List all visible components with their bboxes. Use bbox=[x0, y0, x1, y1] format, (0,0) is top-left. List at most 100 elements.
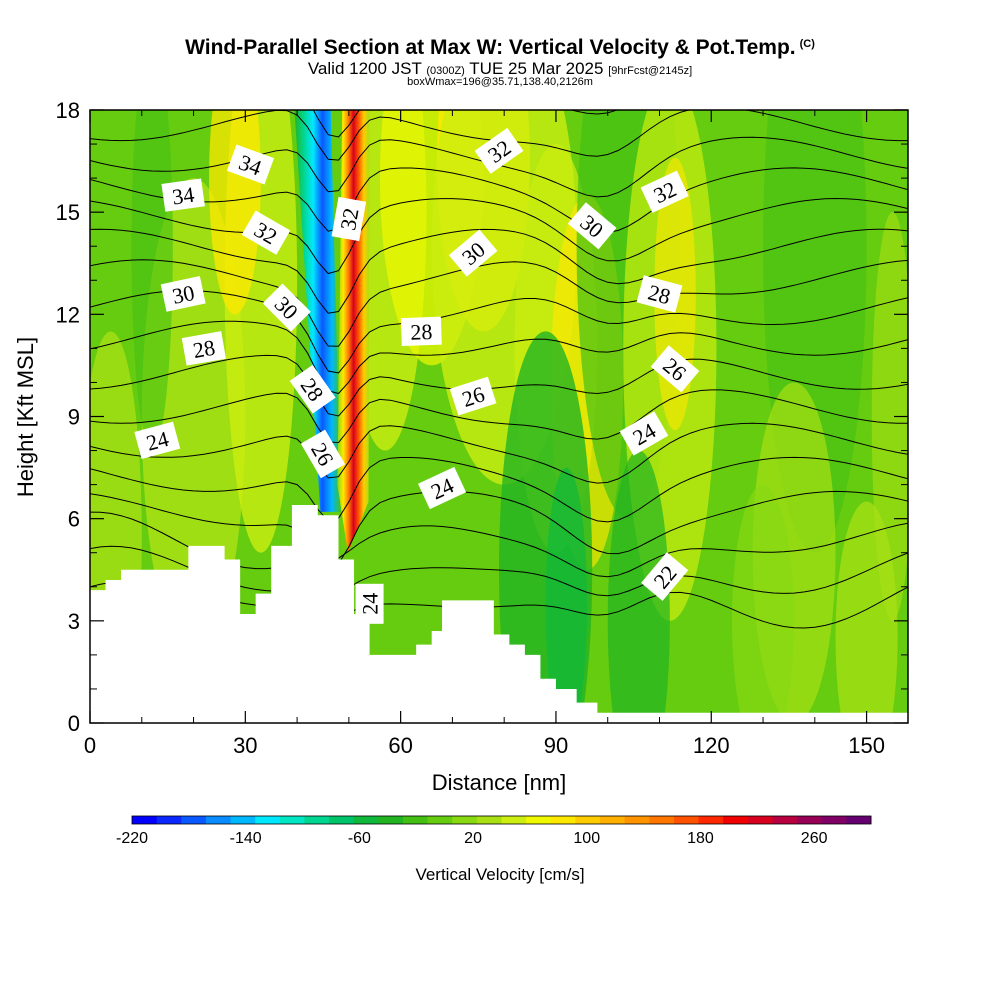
colorbar-swatch bbox=[600, 816, 626, 824]
colorbar-label: -140 bbox=[230, 830, 262, 847]
colorbar-swatch bbox=[427, 816, 453, 824]
theta-contour-line bbox=[90, 167, 908, 233]
colorbar-swatch bbox=[846, 816, 872, 824]
contour-label-text: 28 bbox=[410, 319, 433, 345]
colorbar-swatch bbox=[230, 816, 256, 824]
theta-contour-line bbox=[90, 490, 908, 568]
colorbar-frame bbox=[131, 815, 872, 825]
subtitle-fcst: [9hrFcst@2145z] bbox=[608, 65, 693, 77]
contour-label-text: 32 bbox=[335, 206, 363, 232]
y-tick-label: 12 bbox=[56, 302, 80, 327]
x-tick-label: 60 bbox=[388, 733, 412, 758]
colorbar-swatch bbox=[501, 816, 527, 824]
colorbar-swatch bbox=[378, 816, 404, 824]
contour-label-bg bbox=[226, 144, 275, 185]
contour-label-bg bbox=[289, 364, 336, 414]
velocity-region bbox=[545, 467, 588, 723]
y-axis-title: Height [Kft MSL] bbox=[13, 337, 38, 497]
contour-label-bg bbox=[636, 275, 683, 313]
contour-label-bg bbox=[300, 429, 346, 479]
colorbar-swatch bbox=[575, 816, 601, 824]
colorbar-title: Vertical Velocity [cm/s] bbox=[415, 865, 584, 884]
contour-label-bg bbox=[262, 283, 311, 332]
colorbar-swatch bbox=[279, 816, 305, 824]
x-tick-label: 120 bbox=[693, 733, 730, 758]
colorbar-swatch bbox=[772, 816, 798, 824]
colorbar-swatch bbox=[649, 816, 675, 824]
colorbar-swatch bbox=[156, 816, 182, 824]
x-tick-label: 0 bbox=[84, 733, 96, 758]
theta-contours bbox=[90, 110, 908, 629]
contour-label-bg bbox=[640, 170, 689, 213]
theta-contour-line bbox=[90, 289, 908, 374]
contour-label: 24 bbox=[355, 583, 384, 624]
colorbar-swatch bbox=[132, 816, 158, 824]
x-tick-label: 30 bbox=[233, 733, 257, 758]
y-tick-label: 18 bbox=[56, 98, 80, 123]
colorbar-swatch bbox=[452, 816, 478, 824]
y-tick-label: 15 bbox=[56, 200, 80, 225]
theta-contour-line bbox=[90, 320, 908, 395]
chart-subtitle-box: boxWmax=196@35.71,138.40,2126m bbox=[407, 76, 593, 88]
colorbar-swatch bbox=[673, 816, 700, 824]
downdraft-band bbox=[294, 110, 342, 512]
contour-label: 24 bbox=[418, 466, 467, 510]
x-tick-label: 90 bbox=[544, 733, 568, 758]
theta-contour-line bbox=[90, 422, 908, 484]
colorbar-swatch bbox=[550, 816, 576, 824]
contour-label-bg bbox=[418, 466, 467, 510]
x-axis-title: Distance [nm] bbox=[432, 770, 567, 795]
axes: 0 30 60 90 120 150 0 3 6 9 12 15 18 bbox=[56, 98, 908, 758]
contour-label-bg bbox=[448, 229, 498, 277]
colorbar-swatch bbox=[821, 816, 847, 824]
contour-label-text: 24 bbox=[358, 593, 383, 615]
contour-label: 34 bbox=[226, 144, 275, 185]
contour-label: 32 bbox=[331, 196, 367, 242]
contour-label-bg bbox=[134, 421, 181, 460]
contour-label-bg bbox=[181, 331, 227, 366]
contour-label: 28 bbox=[400, 316, 442, 347]
colorbar-label: -220 bbox=[116, 830, 148, 847]
contour-label: 24 bbox=[134, 421, 181, 460]
contour-label: 28 bbox=[181, 331, 227, 366]
chart-title: Wind-Parallel Section at Max W: Vertical… bbox=[0, 36, 1000, 60]
colorbar-label: 180 bbox=[687, 830, 714, 847]
theta-contour-line bbox=[90, 259, 908, 347]
updraft-band bbox=[337, 110, 370, 553]
subtitle-utc: (0300Z) bbox=[426, 65, 465, 77]
colorbar-swatch bbox=[353, 816, 379, 824]
theta-contour-line bbox=[90, 354, 908, 417]
contour-label-text: 30 bbox=[170, 280, 197, 309]
subtitle-valid: Valid 1200 JST bbox=[307, 59, 422, 78]
colorbar-swatch bbox=[747, 816, 773, 824]
y-tick-label: 3 bbox=[68, 609, 80, 634]
colorbar-swatch bbox=[476, 816, 502, 824]
contour-label-bg bbox=[241, 210, 291, 255]
colorbar-swatch bbox=[329, 816, 355, 824]
y-tick-label: 9 bbox=[68, 405, 80, 430]
contour-label-bg bbox=[331, 196, 367, 242]
velocity-region bbox=[607, 450, 670, 723]
chart-subtitle: Valid 1200 JST (0300Z) TUE 25 Mar 2025 [… bbox=[0, 59, 1000, 79]
y-tick-label: 6 bbox=[68, 507, 80, 532]
x-tick-label: 150 bbox=[848, 733, 885, 758]
contour-label-bg bbox=[641, 552, 689, 601]
colorbar-swatch bbox=[181, 816, 207, 824]
chart-title-text: Wind-Parallel Section at Max W: Vertical… bbox=[185, 36, 796, 59]
contour-label: 32 bbox=[640, 170, 689, 213]
contour-label-text: 28 bbox=[191, 335, 217, 363]
velocity-region bbox=[131, 110, 173, 451]
theta-contour-line bbox=[90, 389, 908, 444]
contour-label: 30 bbox=[160, 276, 206, 312]
contour-label-bg bbox=[650, 345, 700, 393]
contour-label-bg bbox=[355, 583, 384, 624]
y-tick-label: 0 bbox=[68, 711, 80, 736]
colorbar-swatch bbox=[402, 816, 429, 824]
contour-label-bg bbox=[161, 178, 205, 212]
colorbar-swatch bbox=[624, 816, 650, 824]
colorbar-swatch bbox=[304, 816, 330, 824]
terrain bbox=[90, 505, 908, 723]
colorbar-label: 20 bbox=[464, 830, 482, 847]
terrain-profile bbox=[90, 505, 908, 723]
